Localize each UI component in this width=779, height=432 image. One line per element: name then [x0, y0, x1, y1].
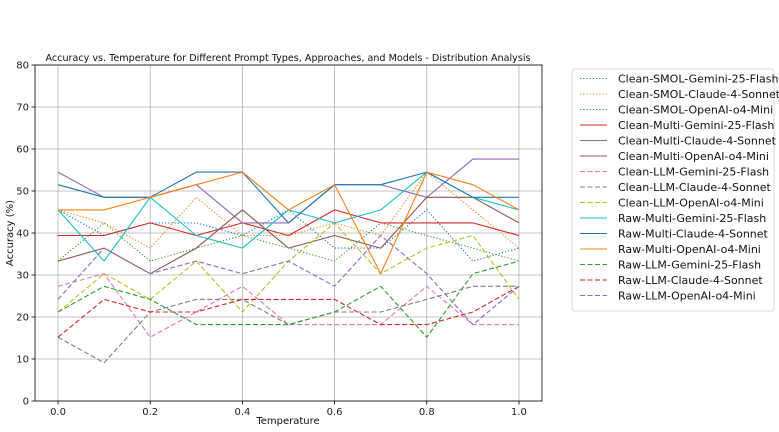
y-tick-label: 0	[23, 397, 29, 408]
legend-label: Clean-LLM-Claude-4-Sonnet	[618, 181, 771, 194]
series-line-14	[57, 234, 520, 326]
series-line-11	[58, 171, 520, 275]
grid-lines	[35, 64, 542, 402]
series-line-10	[57, 171, 519, 224]
legend-frame	[571, 68, 775, 312]
legend-label: Clean-Multi-Claude-4-Sonnet	[618, 135, 777, 148]
legend-label: Raw-LLM-OpenAI-o4-Mini	[618, 290, 756, 303]
x-tick-label: 0.2	[142, 407, 158, 418]
legend: Clean-SMOL-Gemini-25-Flash Clean-SMOL-Cla…	[571, 68, 779, 312]
chart-title: Accuracy vs. Temperature for Different P…	[46, 53, 531, 64]
y-tick-label: 80	[16, 61, 29, 72]
legend-label: Raw-Multi-Gemini-25-Flash	[618, 212, 766, 225]
y-tick-label: 20	[16, 313, 29, 324]
series-lines	[57, 158, 520, 364]
legend-label: Raw-LLM-Gemini-25-Flash	[618, 259, 761, 272]
y-axis-label: Accuracy (%)	[5, 200, 16, 266]
series-line-13	[57, 285, 520, 338]
x-tick-label: 0.4	[234, 407, 250, 418]
legend-label: Clean-Multi-OpenAI-o4-Mini	[618, 150, 769, 163]
legend-label: Raw-LLM-Claude-4-Sonnet	[618, 274, 763, 287]
legend-label: Clean-SMOL-OpenAI-o4-Mini	[618, 104, 773, 117]
legend-label: Clean-SMOL-Gemini-25-Flash	[618, 73, 779, 86]
y-tick-label: 30	[16, 271, 29, 282]
y-tick-label: 10	[16, 355, 29, 366]
series-line-7	[57, 285, 519, 364]
y-axis-ticks: 0 10 20 30 40 50 60 70 80	[16, 61, 35, 408]
legend-label: Raw-Multi-Claude-4-Sonnet	[618, 228, 769, 241]
x-tick-label: 0.6	[327, 407, 343, 418]
legend-label: Clean-Multi-Gemini-25-Flash	[618, 119, 774, 132]
legend-label: Clean-SMOL-Claude-4-Sonnet	[618, 88, 779, 101]
y-tick-label: 50	[16, 187, 29, 198]
series-line-12	[57, 260, 520, 338]
y-tick-label: 60	[16, 145, 29, 156]
series-line-6	[57, 273, 519, 338]
x-tick-label: 0.0	[50, 407, 66, 418]
x-tick-label: 1.0	[511, 407, 527, 418]
x-tick-label: 0.8	[419, 407, 435, 418]
y-tick-label: 70	[16, 103, 29, 114]
legend-label: Clean-LLM-OpenAI-o4-Mini	[618, 197, 764, 210]
legend-label: Clean-LLM-Gemini-25-Flash	[618, 166, 769, 179]
y-tick-label: 40	[16, 229, 29, 240]
legend-label: Raw-Multi-OpenAI-o4-Mini	[618, 243, 761, 256]
series-line-5	[57, 196, 520, 275]
x-axis-label: Temperature	[255, 416, 319, 427]
x-axis-ticks: 0.0 0.2 0.4 0.6 0.8 1.0	[50, 401, 527, 418]
series-line-3	[58, 209, 520, 237]
